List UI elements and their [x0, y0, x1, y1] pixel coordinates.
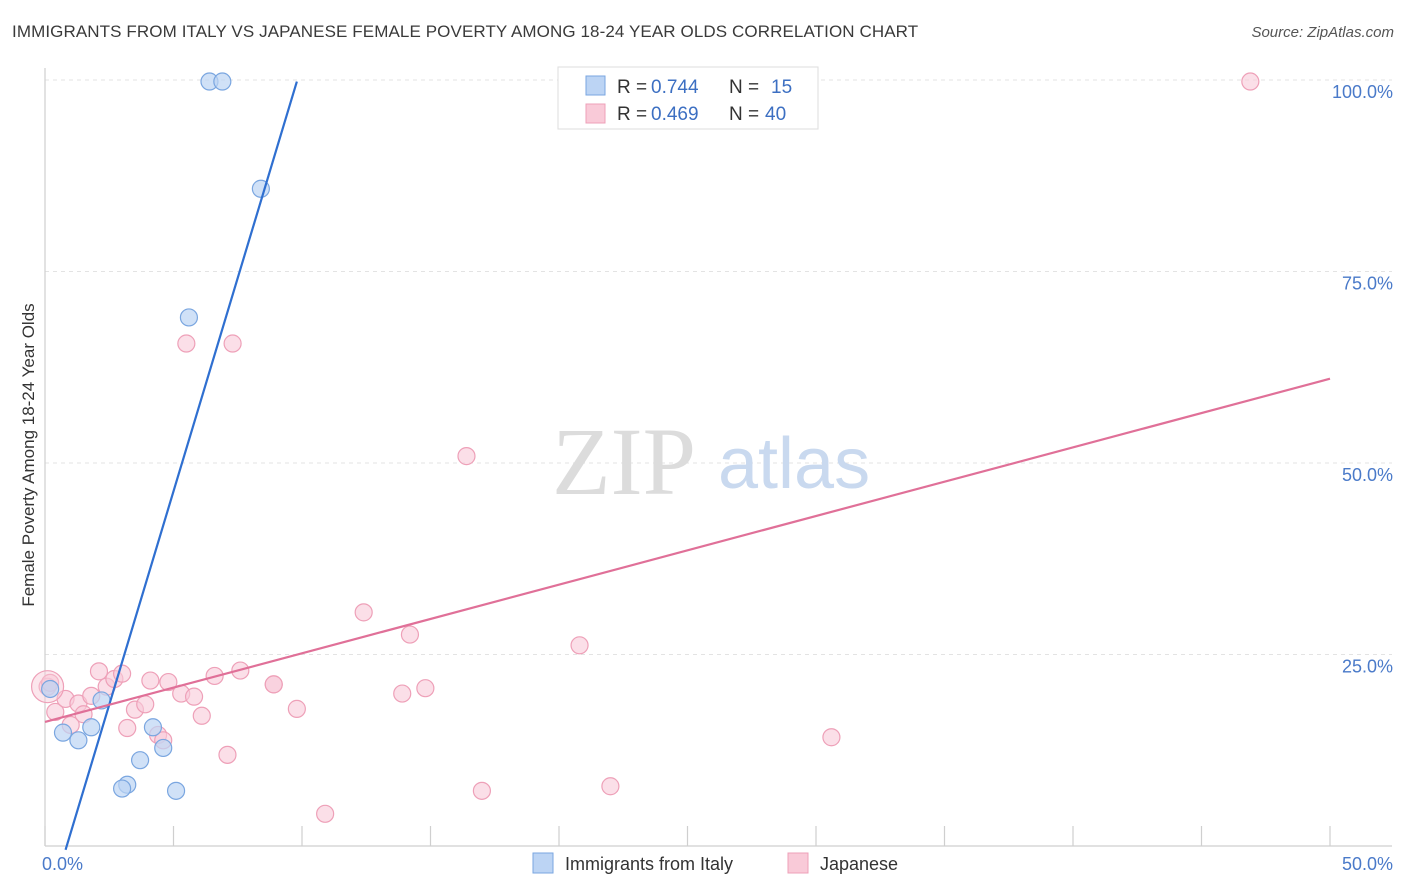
legend-r-label-japanese: R =: [617, 104, 647, 125]
japanese-point: [601, 777, 620, 796]
legend-n-value-italy: 15: [771, 77, 792, 98]
italy-point: [82, 718, 101, 737]
italy-point: [130, 751, 150, 770]
y-tick-label: 25.0%: [1342, 657, 1393, 677]
legend-swatch-japanese: [585, 103, 606, 124]
japanese-point: [46, 702, 65, 722]
japanese-point: [457, 447, 476, 466]
japanese-point: [570, 636, 589, 655]
japanese-point: [177, 334, 196, 353]
y-tick-labels: 25.0% 50.0% 75.0% 100.0%: [1332, 82, 1393, 677]
axes: [44, 68, 1392, 847]
x-tick-label: 50.0%: [1342, 854, 1393, 874]
x-tick-label: 0.0%: [42, 854, 83, 874]
italy-point: [53, 723, 73, 742]
grid-lines: [45, 79, 1392, 655]
italy-point: [166, 781, 186, 800]
legend-r-value-italy: 0.744: [651, 77, 699, 98]
y-tick-label: 100.0%: [1332, 82, 1393, 102]
japanese-point: [184, 687, 204, 706]
japanese-point: [393, 684, 412, 703]
italy-point: [154, 738, 173, 758]
bottom-legend-swatch-italy: [532, 852, 554, 874]
legend-n-label-italy: N =: [729, 77, 759, 98]
italy-point: [41, 679, 60, 699]
legend-swatch-italy: [585, 75, 606, 96]
italy-point: [213, 72, 232, 91]
japanese-point: [472, 781, 491, 800]
italy-trendline: [64, 81, 298, 851]
y-tick-label: 75.0%: [1342, 274, 1393, 294]
japanese-point: [316, 804, 335, 823]
watermark-zip: ZIP: [552, 408, 696, 515]
legend-n-label-japanese: N =: [729, 104, 759, 125]
japanese-point: [822, 728, 841, 747]
trendlines: [44, 81, 1331, 851]
x-tick-labels: 0.0% 50.0%: [42, 854, 1393, 874]
japanese-point: [354, 603, 373, 622]
japanese-point: [89, 662, 109, 681]
watermark: ZIP atlas: [552, 408, 870, 515]
watermark-atlas: atlas: [718, 424, 870, 504]
japanese-point: [136, 695, 155, 714]
legend-r-label-italy: R =: [617, 77, 647, 98]
japanese-point: [118, 718, 137, 738]
legend-n-value-japanese: 40: [765, 104, 786, 125]
italy-point: [179, 308, 199, 327]
italy-point: [69, 731, 88, 750]
bottom-legend-italy: Immigrants from Italy: [565, 854, 733, 874]
japanese-point: [192, 706, 211, 725]
japanese-point: [287, 699, 306, 718]
japanese-point: [141, 671, 160, 690]
chart-title: IMMIGRANTS FROM ITALY VS JAPANESE FEMALE…: [12, 22, 919, 41]
japanese-point: [1241, 72, 1260, 91]
italy-point: [112, 779, 132, 798]
bottom-legend-swatch-japanese: [787, 852, 809, 874]
y-axis-label: Female Poverty Among 18-24 Year Olds: [19, 303, 38, 606]
japanese-point: [416, 679, 435, 698]
japanese-point: [159, 672, 178, 692]
legend-r-value-japanese: 0.469: [651, 104, 699, 125]
japanese-point: [218, 745, 237, 764]
bottom-legend-japanese: Japanese: [820, 854, 898, 874]
bottom-legend: Immigrants from Italy Japanese: [532, 852, 898, 874]
legend: R = 0.744 N = 15 R = 0.469 N = 40: [557, 66, 819, 130]
y-tick-label: 50.0%: [1342, 465, 1393, 485]
source-credit: Source: ZipAtlas.com: [1251, 24, 1394, 41]
japanese-point: [264, 675, 283, 694]
japanese-point: [223, 334, 242, 353]
italy-points: [41, 72, 270, 800]
italy-point: [143, 718, 163, 737]
japanese-points: [30, 72, 1260, 823]
japanese-point: [400, 625, 420, 644]
japanese-trendline: [44, 377, 1331, 723]
